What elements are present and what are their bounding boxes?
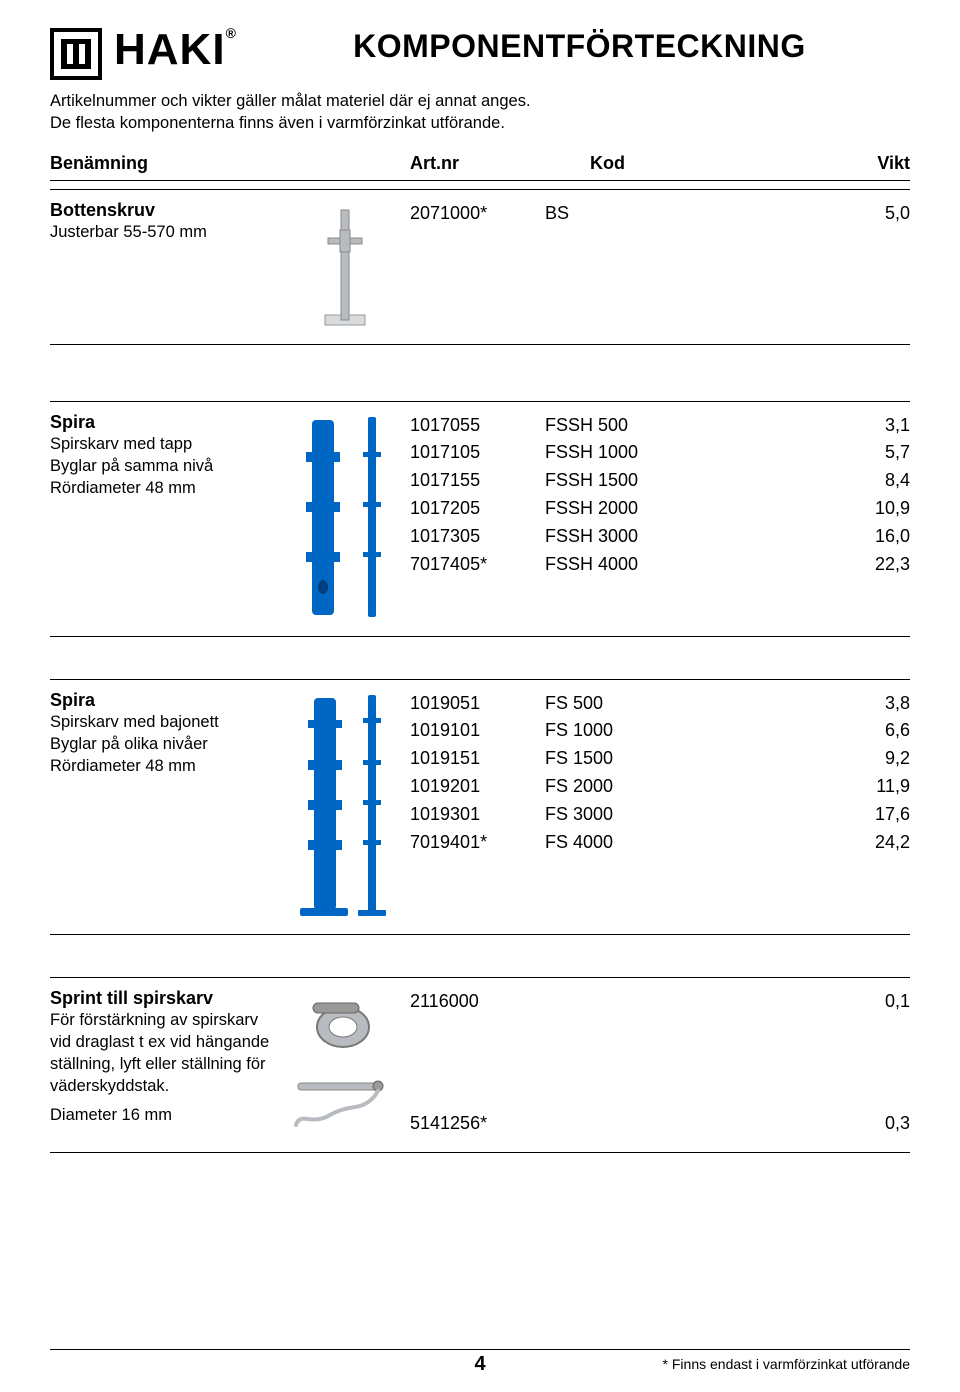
cell-art: 1019151 <box>410 745 545 773</box>
cell-kod <box>545 988 700 1016</box>
cell-kod: FSSH 1500 <box>545 467 700 495</box>
cell-vikt: 0,3 <box>700 1110 910 1138</box>
cell-art: 1017055 <box>410 412 545 440</box>
data-row: 7017405*FSSH 400022,3 <box>410 551 910 579</box>
cell-art: 2116000 <box>410 988 545 1016</box>
cell-art: 1017205 <box>410 495 545 523</box>
section-spira-bajonett: Spira Spirskarv med bajonett Byglar på o… <box>50 679 910 935</box>
cell-kod: FSSH 4000 <box>545 551 700 579</box>
item-sub: Rördiameter 48 mm <box>50 477 270 499</box>
registered-icon: ® <box>226 25 237 41</box>
brand-label: HAKI <box>114 25 226 74</box>
cell-art: 7019401* <box>410 829 545 857</box>
footer: 4 * Finns endast i varmförzinkat utföran… <box>50 1349 910 1372</box>
data-row: 1019051FS 5003,8 <box>410 690 910 718</box>
item-sub: För förstärkning av spirskarv vid dragla… <box>50 1009 270 1098</box>
item-sub: Byglar på samma nivå <box>50 455 270 477</box>
cell-vikt: 3,1 <box>700 412 910 440</box>
cell-art: 5141256* <box>410 1110 545 1138</box>
footnote: * Finns endast i varmförzinkat utförande <box>663 1356 910 1372</box>
cell-art: 1017305 <box>410 523 545 551</box>
brand-name: HAKI® <box>114 28 237 72</box>
data-row: 1019101FS 10006,6 <box>410 717 910 745</box>
cell-art: 1019301 <box>410 801 545 829</box>
cell-vikt: 6,6 <box>700 717 910 745</box>
section-sprint: Sprint till spirskarv För förstärkning a… <box>50 977 910 1153</box>
item-name: Spira <box>50 412 270 433</box>
cell-art: 2071000* <box>410 200 545 228</box>
cell-vikt: 10,9 <box>700 495 910 523</box>
item-name: Sprint till spirskarv <box>50 988 270 1009</box>
cell-kod: BS <box>545 200 700 228</box>
cell-vikt: 16,0 <box>700 523 910 551</box>
data-row: 1019151FS 15009,2 <box>410 745 910 773</box>
column-header-row: Benämning Art.nr Kod Vikt <box>50 153 910 181</box>
page-title: KOMPONENTFÖRTECKNING <box>249 28 910 65</box>
col-name: Benämning <box>50 153 410 174</box>
cell-kod: FS 1000 <box>545 717 700 745</box>
col-kod: Kod <box>590 153 770 174</box>
data-row: 1017155FSSH 15008,4 <box>410 467 910 495</box>
cell-art: 1019101 <box>410 717 545 745</box>
cell-kod: FS 500 <box>545 690 700 718</box>
cell-kod: FSSH 3000 <box>545 523 700 551</box>
bottenskruv-image <box>280 200 410 330</box>
section-spira-tapp: Spira Spirskarv med tapp Byglar på samma… <box>50 401 910 637</box>
item-sub: Justerbar 55-570 mm <box>50 221 270 243</box>
intro-line-1: Artikelnummer och vikter gäller målat ma… <box>50 92 531 110</box>
item-sub: Spirskarv med bajonett <box>50 711 270 733</box>
item-name: Spira <box>50 690 270 711</box>
cell-vikt: 0,1 <box>700 988 910 1016</box>
cell-vikt: 8,4 <box>700 467 910 495</box>
cell-vikt: 24,2 <box>700 829 910 857</box>
data-row: 1017305FSSH 300016,0 <box>410 523 910 551</box>
cell-art: 7017405* <box>410 551 545 579</box>
cell-vikt: 5,7 <box>700 439 910 467</box>
col-vikt: Vikt <box>770 153 910 174</box>
data-row: 1019301FS 300017,6 <box>410 801 910 829</box>
cell-vikt: 9,2 <box>700 745 910 773</box>
cell-kod: FSSH 2000 <box>545 495 700 523</box>
spira-tapp-image <box>280 412 410 622</box>
cell-art: 1017155 <box>410 467 545 495</box>
data-row: 2116000 0,1 <box>410 988 910 1016</box>
sprint-image <box>280 988 410 1138</box>
cell-vikt: 3,8 <box>700 690 910 718</box>
cell-vikt: 17,6 <box>700 801 910 829</box>
item-sub: Diameter 16 mm <box>50 1104 270 1126</box>
data-row: 1017205FSSH 200010,9 <box>410 495 910 523</box>
intro-line-2: De flesta komponenterna finns även i var… <box>50 114 505 132</box>
cell-kod: FS 1500 <box>545 745 700 773</box>
cell-vikt: 11,9 <box>700 773 910 801</box>
item-sub: Spirskarv med tapp <box>50 433 270 455</box>
logo-icon <box>50 28 102 80</box>
data-row: 1017055FSSH 5003,1 <box>410 412 910 440</box>
cell-vikt: 5,0 <box>700 200 910 228</box>
data-row: 1017105FSSH 10005,7 <box>410 439 910 467</box>
data-row: 5141256* 0,3 <box>410 1110 910 1138</box>
cell-art: 1019051 <box>410 690 545 718</box>
item-sub: Byglar på olika nivåer <box>50 733 270 755</box>
cell-kod: FSSH 1000 <box>545 439 700 467</box>
cell-vikt: 22,3 <box>700 551 910 579</box>
data-row: 1019201FS 200011,9 <box>410 773 910 801</box>
cell-kod: FS 2000 <box>545 773 700 801</box>
data-row: 7019401*FS 400024,2 <box>410 829 910 857</box>
item-name: Bottenskruv <box>50 200 270 221</box>
intro-text: Artikelnummer och vikter gäller målat ma… <box>50 90 910 135</box>
spira-bajonett-image <box>280 690 410 920</box>
cell-kod: FSSH 500 <box>545 412 700 440</box>
cell-kod: FS 4000 <box>545 829 700 857</box>
section-bottenskruv: Bottenskruv Justerbar 55-570 mm 2071000*… <box>50 189 910 345</box>
data-row: 2071000* BS 5,0 <box>410 200 910 228</box>
item-sub: Rördiameter 48 mm <box>50 755 270 777</box>
col-art: Art.nr <box>410 153 590 174</box>
cell-kod <box>545 1110 700 1138</box>
header: HAKI® KOMPONENTFÖRTECKNING <box>50 28 910 80</box>
cell-art: 1019201 <box>410 773 545 801</box>
cell-art: 1017105 <box>410 439 545 467</box>
cell-kod: FS 3000 <box>545 801 700 829</box>
